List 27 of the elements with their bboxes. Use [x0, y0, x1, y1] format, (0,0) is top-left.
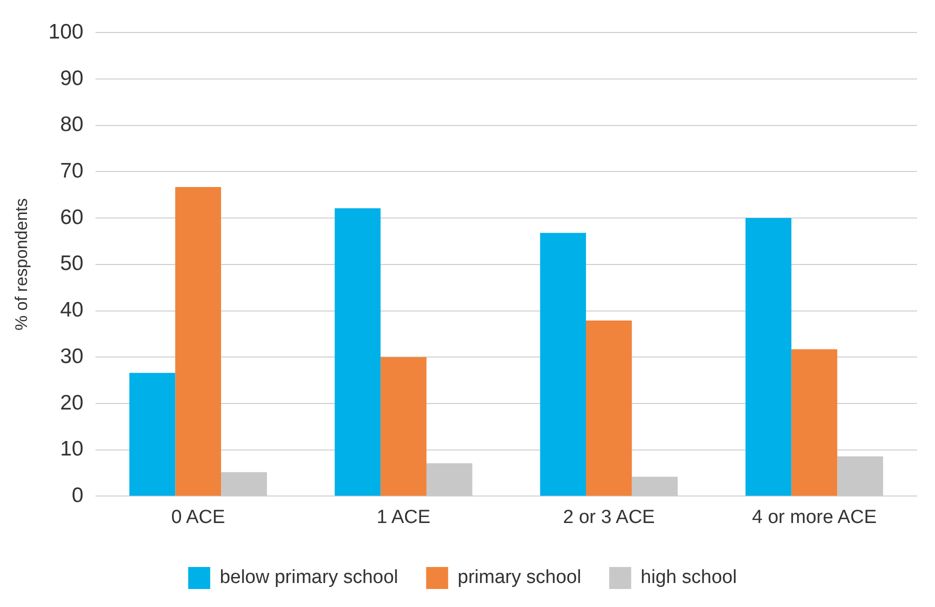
x-tick-label: 0 ACE — [171, 506, 226, 528]
y-tick-label: 40 — [60, 298, 84, 322]
bar — [791, 349, 838, 496]
y-tick-label: 0 — [72, 484, 84, 507]
y-tick-label: 50 — [60, 252, 84, 276]
bar — [540, 232, 586, 496]
y-tick-label: 30 — [60, 344, 84, 368]
y-tick-label: 10 — [60, 438, 84, 461]
y-tick-label: 90 — [60, 66, 84, 90]
legend-label: high school — [640, 567, 737, 588]
legend-label: primary school — [458, 567, 582, 588]
x-tick-label: 4 or more ACE — [752, 506, 877, 528]
y-axis-title: % of respondents — [12, 198, 31, 331]
bar — [175, 186, 222, 496]
y-tick-label: 80 — [60, 113, 84, 136]
legend-label: below primary school — [220, 567, 398, 588]
x-tick-label: 2 or 3 ACE — [562, 506, 655, 528]
bar — [746, 218, 792, 496]
y-tick-label: 70 — [60, 159, 84, 182]
y-tick-label: 60 — [60, 206, 84, 229]
bar — [334, 208, 381, 496]
bar — [380, 357, 426, 496]
y-tick-label: 20 — [60, 391, 84, 414]
x-tick-label: 1 ACE — [376, 506, 430, 528]
bar — [129, 372, 176, 496]
y-tick-label: 100 — [48, 20, 84, 44]
bar — [586, 320, 632, 496]
